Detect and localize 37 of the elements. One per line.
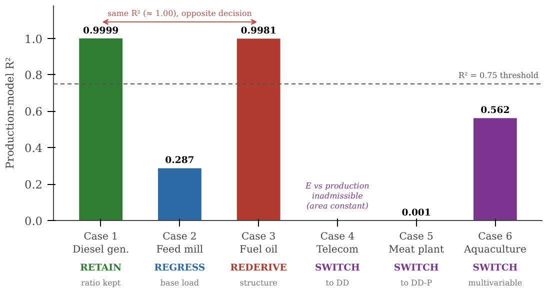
data-label: 0.287 xyxy=(165,155,194,166)
y-tick-label: 0.2 xyxy=(24,178,42,192)
x-tick-label: Case 1 Diesel gen. xyxy=(72,232,130,256)
text: SWITCH xyxy=(472,262,518,274)
y-tick-label: 0.0 xyxy=(24,214,42,228)
text: to DD-P xyxy=(400,278,433,288)
annotation: same R² (≈ 1.00), opposite decision xyxy=(107,8,252,18)
data-label: 0.562 xyxy=(480,105,510,116)
text: SWITCH xyxy=(315,262,360,274)
x-tick-label: Case 4 Telecom xyxy=(316,232,359,256)
text: REDERIVE xyxy=(230,262,287,274)
text: base load xyxy=(160,278,199,288)
text: REGRESS xyxy=(154,262,206,274)
x-tick-label: Case 2 Feed mill xyxy=(156,232,204,256)
text: SWITCH xyxy=(394,262,439,274)
ref-line-label: R² = 0.75 threshold xyxy=(458,70,539,80)
text: ratio kept xyxy=(81,278,122,288)
y-tick-label: 0.4 xyxy=(24,141,42,156)
data-label: 0.9999 xyxy=(82,25,119,36)
data-label: 0.9981 xyxy=(240,26,276,37)
y-tick-label: 1.0 xyxy=(24,32,42,46)
text: RETAIN xyxy=(80,262,122,274)
text: to DD xyxy=(326,278,350,288)
x-tick-label: Case 3 Fuel oil xyxy=(240,232,278,256)
bar xyxy=(158,168,202,220)
bar xyxy=(236,38,280,220)
text: structure xyxy=(240,278,278,288)
bar xyxy=(79,38,123,220)
y-tick-label: 0.8 xyxy=(24,68,42,82)
annotation: E vs production inadmissible (area constant) xyxy=(304,182,370,210)
data-label: 0.001 xyxy=(402,207,431,218)
text: multivariable xyxy=(468,278,522,288)
y-axis-title: Production-model R² xyxy=(3,57,16,169)
y-tick-label: 0.6 xyxy=(24,104,42,119)
x-tick-label: Case 6 Aquaculture xyxy=(462,232,526,256)
x-tick-label: Case 5 Meat plant xyxy=(388,232,444,256)
bar xyxy=(473,118,517,220)
